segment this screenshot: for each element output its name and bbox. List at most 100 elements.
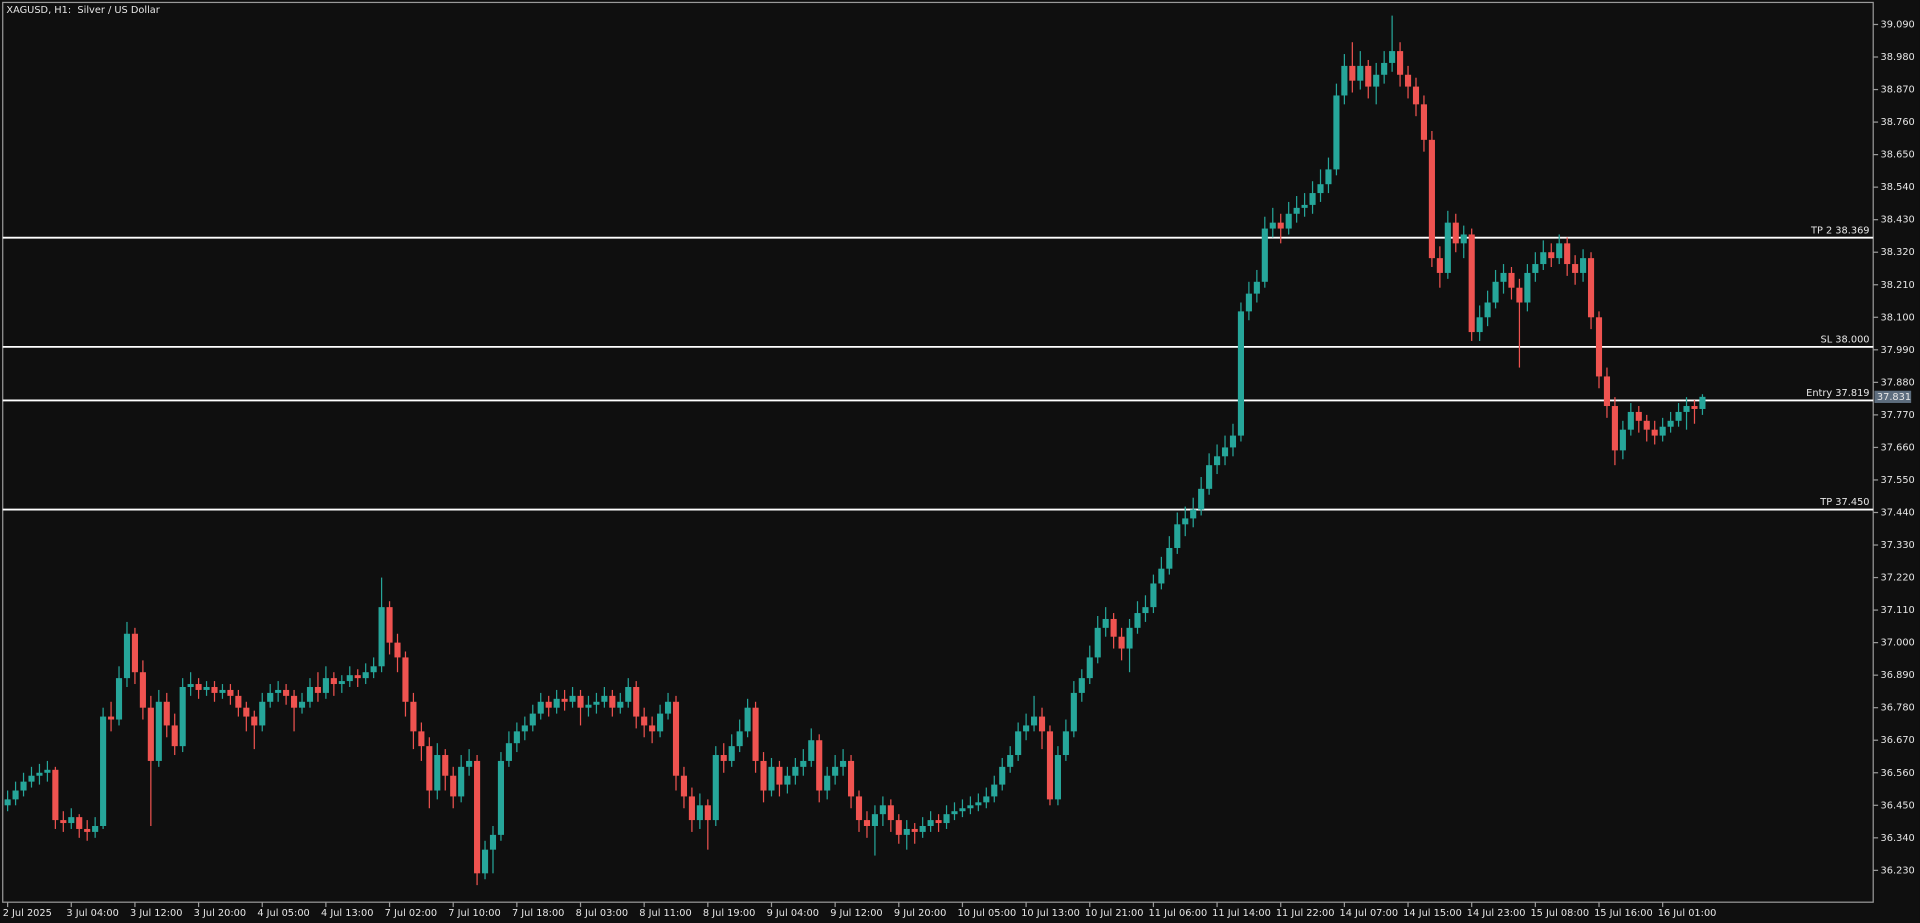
candle-body [1412,86,1420,105]
candle-body [760,760,767,791]
candle-body [497,760,505,835]
candle-body [1190,509,1197,519]
candle-body [545,701,552,708]
candle-body [1627,411,1634,430]
candle-body [1094,627,1101,658]
candle-body [1595,317,1603,377]
candle-body [84,828,91,832]
x-tick-label: 8 Jul 19:00 [703,908,755,919]
candle-body [800,760,807,767]
candle-body [967,805,974,809]
candle-body [155,701,162,761]
x-tick-label: 10 Jul 05:00 [958,908,1017,919]
x-tick-label: 3 Jul 20:00 [194,908,246,919]
candle-body [76,817,83,829]
candle-body [903,828,910,835]
candle-body [1333,95,1340,170]
candle-body [100,716,107,827]
candle-body [1158,568,1165,584]
candle-body [895,820,902,835]
candle-body [824,775,831,791]
candle-body [513,731,520,744]
candle-body [1635,411,1642,421]
candle-body [1007,755,1014,767]
candle-body [1198,488,1205,510]
y-tick-label: 38.540 [1881,182,1915,193]
y-tick-label: 38.430 [1881,215,1915,226]
candle-body [633,686,640,717]
candle-body [139,672,146,708]
candle-body [1325,169,1332,185]
candle-body [187,684,194,687]
x-tick-label: 3 Jul 04:00 [66,908,118,919]
level-name: TP [1819,497,1832,508]
level-label: Entry 37.819 [1806,388,1869,399]
candle-body [784,775,791,785]
candle-body [847,760,855,797]
candle-body [1524,272,1531,303]
candle-body [108,716,115,720]
candle-body [561,698,568,702]
candle-body [259,701,266,726]
candle-body [275,689,282,693]
candle-body [1389,51,1396,63]
candle-body [346,675,353,682]
candle-body [12,790,19,800]
candle-body [1293,207,1300,214]
candle-body [1436,258,1443,273]
candle-body [251,716,258,726]
candle-body [219,689,226,693]
candle-body [211,686,218,693]
y-tick-label: 37.440 [1881,507,1915,518]
candle-body [1182,518,1189,525]
candle-body [744,707,751,732]
candle-body [657,713,664,732]
candle-body [402,657,409,702]
candle-body [466,760,473,767]
candle-body [1214,456,1221,466]
candle-body [123,633,131,679]
candle-body [1587,258,1595,318]
candle-body [203,686,210,690]
candle-body [306,686,314,702]
candle-body [1580,258,1587,273]
candle-body [1365,65,1372,87]
candle-body [362,672,369,679]
candle-body [1659,426,1666,436]
candle-body [704,805,711,821]
candle-body [776,766,783,785]
candle-body [1492,281,1499,303]
candle-body [1054,755,1061,800]
candle-body [434,755,441,791]
candle-body [481,849,489,874]
candle-body [617,701,624,708]
candle-body [943,814,950,824]
candle-body [649,725,656,732]
candle-body [298,701,306,708]
candle-body [36,772,43,776]
y-tick-label: 36.780 [1881,703,1915,714]
candle-body [1460,234,1467,244]
candle-body [664,701,672,714]
candle-body [1118,636,1125,649]
candle-body [1397,51,1404,75]
level-label: TP 37.450 [1819,497,1869,508]
x-tick-label: 9 Jul 12:00 [830,908,882,919]
candle-body [680,775,688,797]
level-name: SL [1821,335,1833,346]
y-tick-label: 36.230 [1881,865,1915,876]
x-tick-label: 11 Jul 06:00 [1149,908,1208,919]
x-tick-label: 16 Jul 01:00 [1658,908,1717,919]
candle-body [1508,272,1515,288]
candle-body [330,678,337,685]
candle-body [1174,524,1181,548]
candle-body [1261,228,1268,282]
candle-body [696,805,703,821]
y-tick-label: 37.990 [1881,345,1915,356]
candle-body [1102,618,1109,628]
candle-body [887,805,894,821]
candle-body [1564,243,1571,265]
candle-body [1611,406,1618,451]
candle-body [1317,184,1324,194]
